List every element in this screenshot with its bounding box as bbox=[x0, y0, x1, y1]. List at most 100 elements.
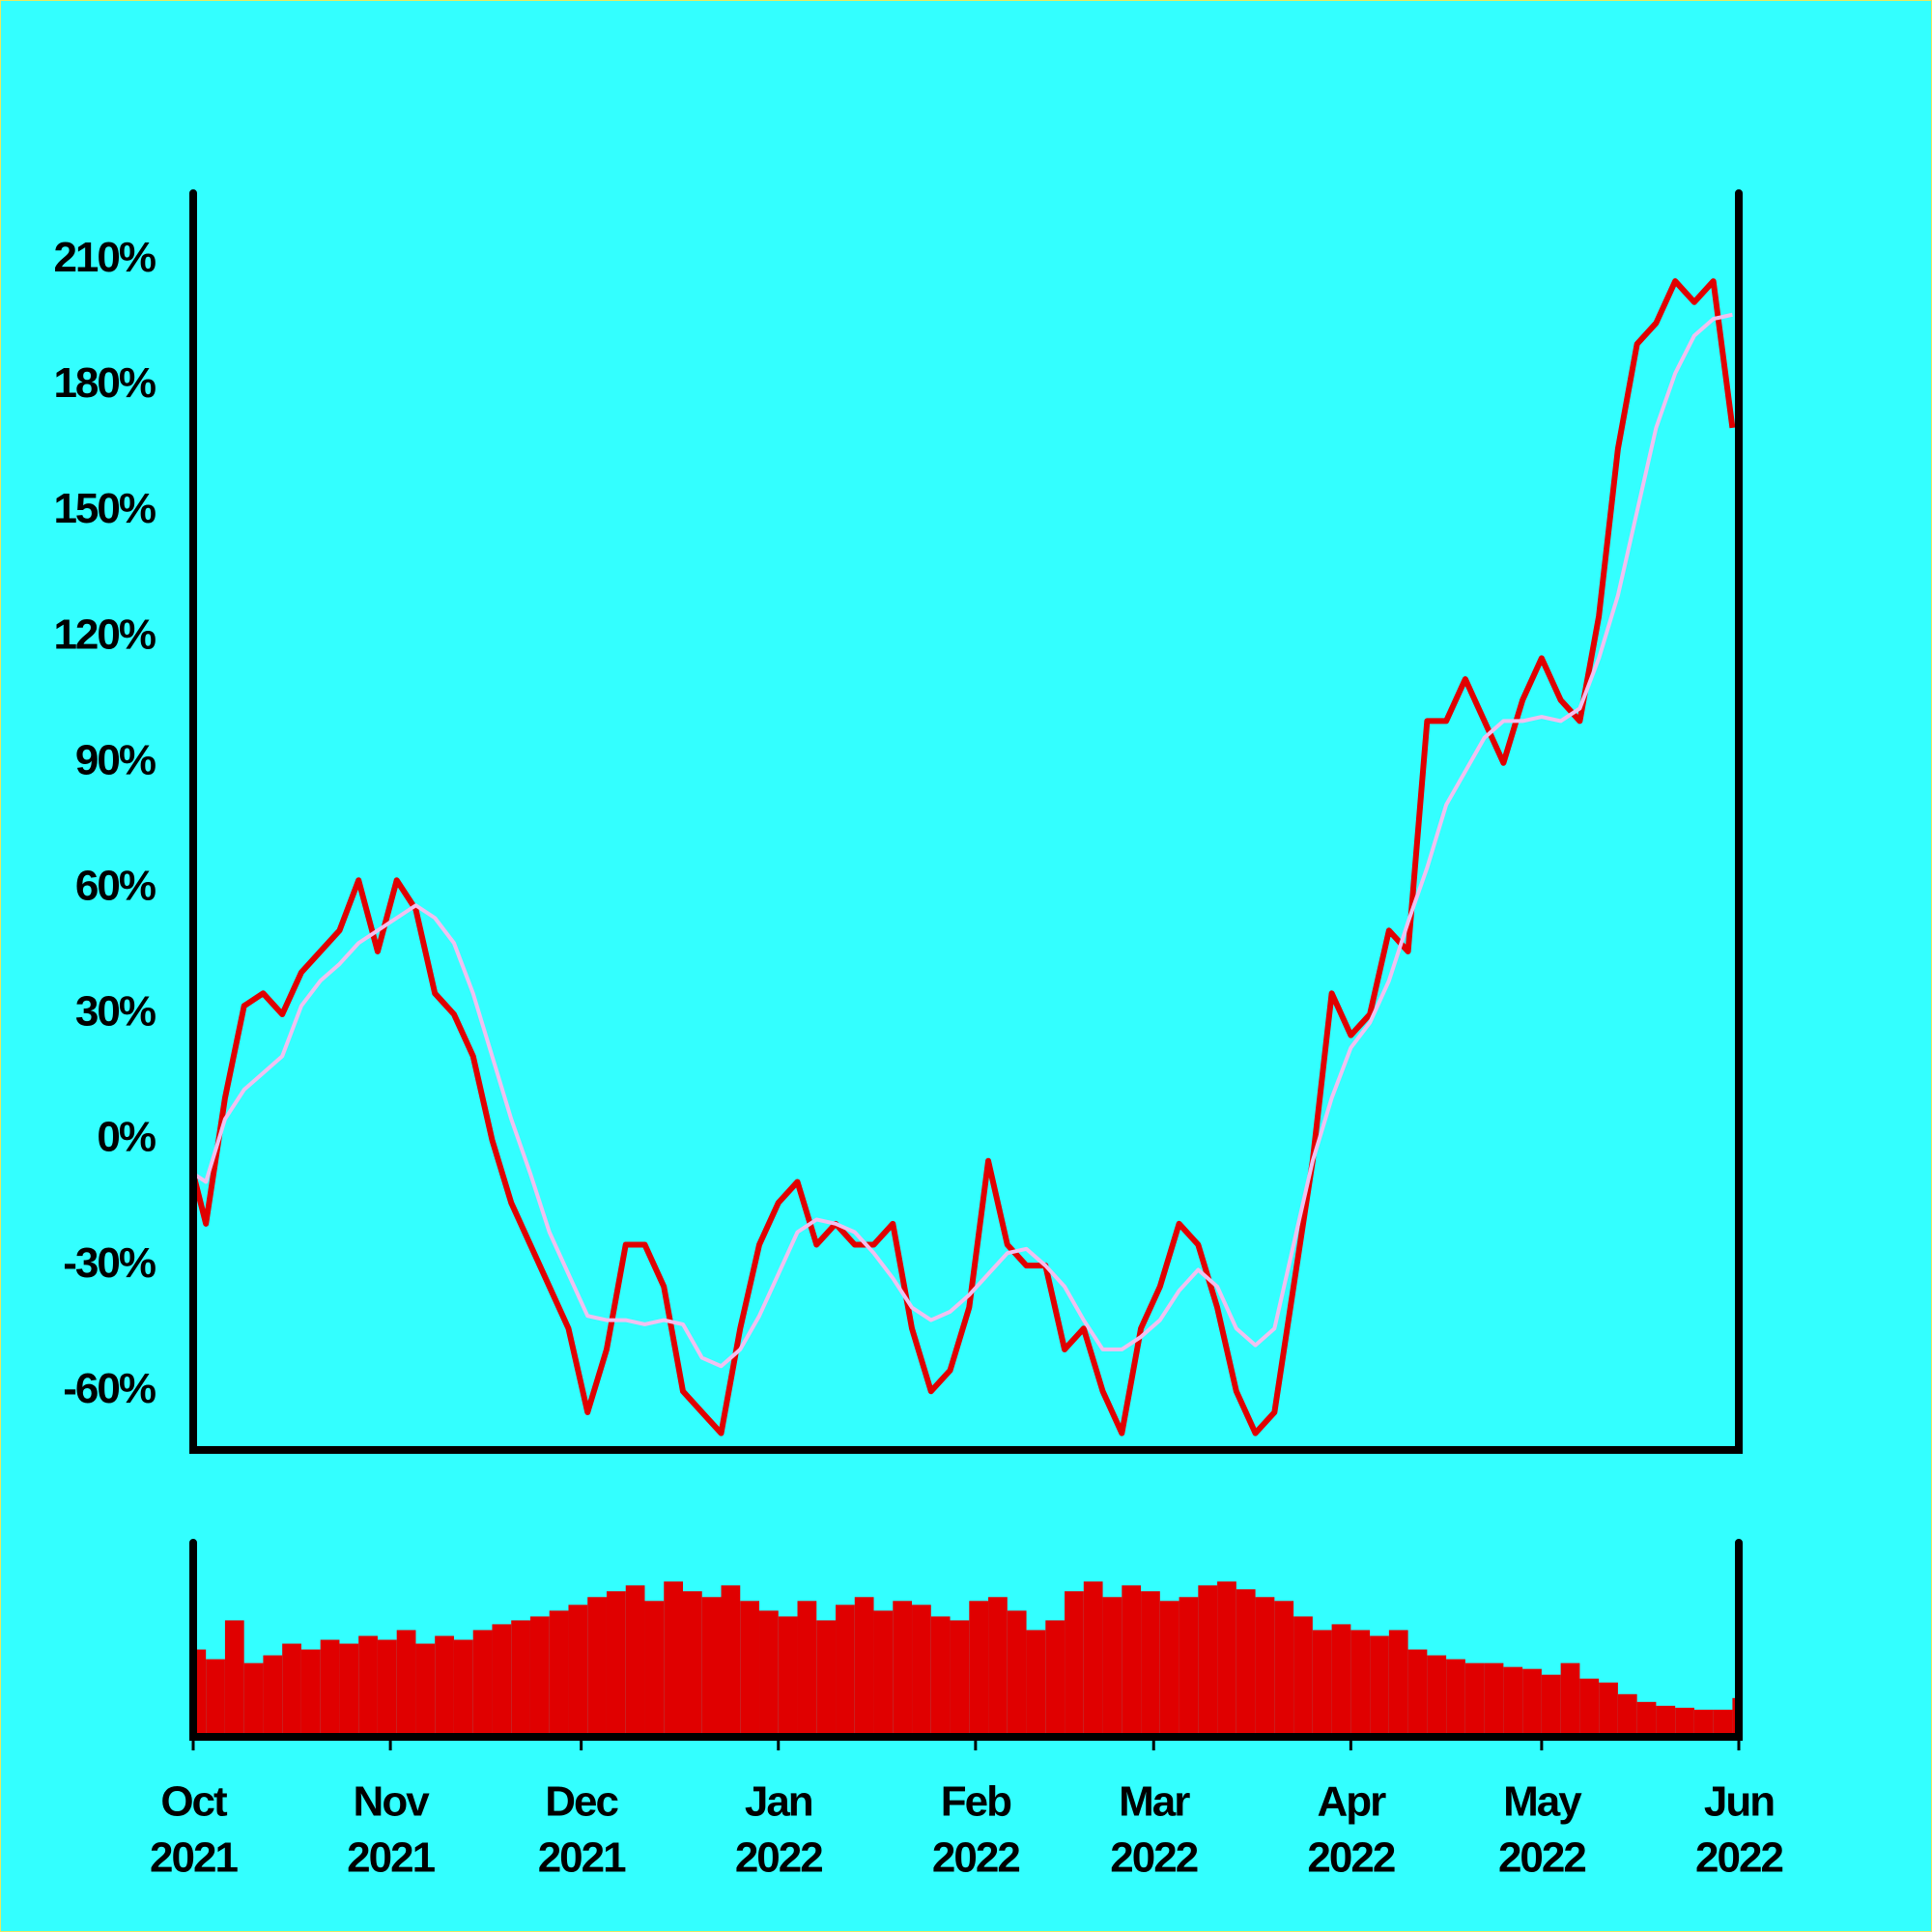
volume-bar bbox=[644, 1601, 665, 1737]
volume-bar bbox=[1617, 1693, 1637, 1737]
volume-bar bbox=[529, 1616, 550, 1737]
volume-bar bbox=[587, 1597, 607, 1737]
volume-bar bbox=[606, 1591, 626, 1737]
volume-bar bbox=[1217, 1581, 1236, 1737]
volume-bar bbox=[1065, 1591, 1084, 1737]
volume-bar bbox=[1713, 1709, 1733, 1737]
x-tick-label: 2021 bbox=[150, 1834, 238, 1882]
x-tick-label: Apr bbox=[1317, 1778, 1386, 1826]
volume-bar bbox=[1464, 1662, 1485, 1737]
volume-bar bbox=[472, 1630, 493, 1737]
volume-bar bbox=[1407, 1649, 1428, 1737]
volume-bar bbox=[1141, 1591, 1160, 1737]
volume-bar bbox=[396, 1630, 416, 1737]
volume-bar bbox=[1083, 1581, 1103, 1737]
volume-bar bbox=[1102, 1597, 1122, 1737]
volume-bar bbox=[816, 1620, 837, 1737]
volume-bar bbox=[224, 1620, 244, 1737]
volume-bar bbox=[797, 1601, 817, 1737]
volume-bar bbox=[320, 1639, 340, 1737]
volume-bar bbox=[1370, 1635, 1389, 1737]
volume-bar bbox=[1522, 1668, 1542, 1737]
volume-bar bbox=[1541, 1674, 1561, 1737]
x-tick-label: 2021 bbox=[347, 1834, 435, 1882]
volume-bar bbox=[568, 1605, 588, 1737]
x-tick-label: 2022 bbox=[1695, 1834, 1782, 1882]
volume-bar bbox=[282, 1643, 301, 1737]
volume-bar bbox=[1636, 1701, 1657, 1737]
volume-bar bbox=[415, 1643, 436, 1737]
volume-bar bbox=[1312, 1630, 1332, 1737]
volume-bar bbox=[1388, 1630, 1408, 1737]
volume-bar bbox=[1159, 1601, 1179, 1737]
volume-bar bbox=[1236, 1589, 1256, 1737]
volume-bar bbox=[1446, 1659, 1465, 1737]
volume-bar bbox=[854, 1597, 874, 1737]
volume-bar bbox=[778, 1616, 798, 1737]
y-tick-label: 30% bbox=[75, 988, 156, 1036]
x-tick-label: Feb bbox=[941, 1778, 1011, 1826]
y-tick-label: 120% bbox=[53, 611, 155, 658]
volume-bar bbox=[263, 1655, 283, 1737]
volume-bar bbox=[969, 1601, 989, 1737]
series-line bbox=[190, 278, 1736, 1436]
volume-bar bbox=[1427, 1655, 1447, 1737]
x-tick-label: Nov bbox=[354, 1778, 431, 1826]
volume-bar bbox=[1179, 1597, 1199, 1737]
y-tick-label: -60% bbox=[63, 1365, 156, 1412]
volume-bar bbox=[873, 1610, 894, 1737]
volume-bar bbox=[912, 1605, 931, 1737]
volume-bar bbox=[1274, 1601, 1294, 1737]
x-tick-label: 2022 bbox=[1498, 1834, 1585, 1882]
volume-bar bbox=[1198, 1585, 1218, 1737]
volume-bar bbox=[1026, 1630, 1046, 1737]
volume-bar bbox=[1503, 1666, 1523, 1737]
volume-bar bbox=[1045, 1620, 1065, 1737]
x-tick-label: Jan bbox=[745, 1778, 812, 1826]
volume-bar bbox=[492, 1624, 512, 1737]
volume-bar bbox=[1656, 1705, 1676, 1737]
y-tick-label: -30% bbox=[63, 1239, 156, 1287]
x-tick-label: Dec bbox=[545, 1778, 618, 1826]
x-tick-label: 2022 bbox=[1307, 1834, 1394, 1882]
series-line bbox=[191, 312, 1733, 1369]
x-tick-label: 2022 bbox=[1110, 1834, 1197, 1882]
volume-bar bbox=[1255, 1597, 1275, 1737]
volume-bar bbox=[1693, 1709, 1714, 1737]
volume-bar bbox=[511, 1620, 530, 1737]
volume-bar bbox=[1579, 1678, 1600, 1737]
volume-bar bbox=[1675, 1707, 1694, 1737]
volume-bar bbox=[435, 1635, 454, 1737]
volume-bar bbox=[1560, 1662, 1580, 1737]
volume-bar bbox=[682, 1591, 702, 1737]
volume-bar bbox=[1599, 1682, 1618, 1737]
volume-bar bbox=[625, 1585, 645, 1737]
volume-bar bbox=[1007, 1610, 1027, 1737]
volume-bar bbox=[950, 1620, 970, 1737]
x-tick-label: Jun bbox=[1704, 1778, 1774, 1826]
x-tick-label: 2021 bbox=[538, 1834, 626, 1882]
volume-bar bbox=[664, 1581, 683, 1737]
volume-bar bbox=[377, 1639, 397, 1737]
volume-bar bbox=[339, 1643, 359, 1737]
volume-bar bbox=[549, 1610, 569, 1737]
volume-bar bbox=[930, 1616, 951, 1737]
x-tick-label: 2022 bbox=[932, 1834, 1019, 1882]
volume-bar bbox=[1293, 1616, 1313, 1737]
y-tick-label: 0% bbox=[97, 1114, 155, 1161]
y-tick-label: 180% bbox=[53, 359, 155, 407]
y-tick-label: 60% bbox=[75, 863, 156, 910]
axis-frame bbox=[189, 1539, 1743, 1741]
volume-bar bbox=[1350, 1630, 1371, 1737]
x-tick-label: Mar bbox=[1119, 1778, 1190, 1826]
volume-bar bbox=[243, 1662, 264, 1737]
y-tick-label: 90% bbox=[75, 736, 156, 783]
volume-bar bbox=[1122, 1585, 1142, 1737]
y-tick-label: 150% bbox=[53, 485, 155, 532]
volume-bar bbox=[701, 1597, 722, 1737]
y-tick-label: 210% bbox=[53, 234, 155, 281]
x-tick-label: 2022 bbox=[735, 1834, 822, 1882]
